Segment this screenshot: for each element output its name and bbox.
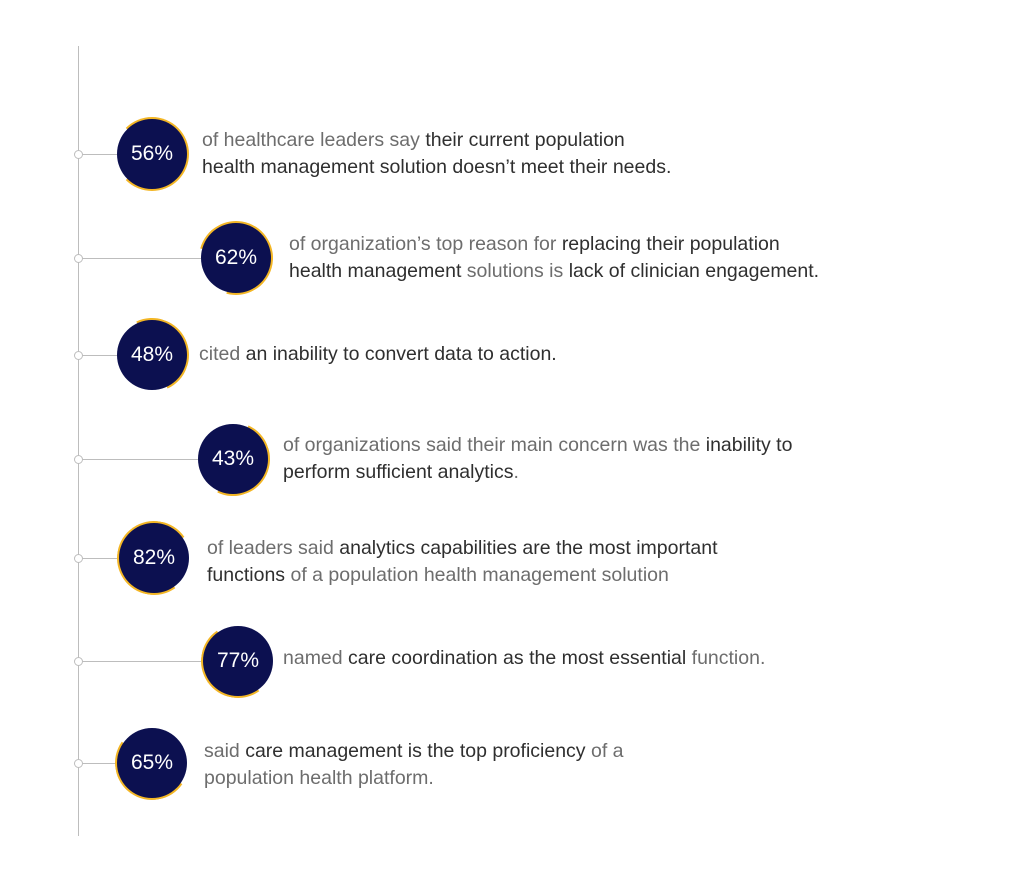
stat-description: of organization’s top reason for replaci… bbox=[289, 231, 819, 285]
stat-item: 82% of leaders said analytics capabilitie… bbox=[0, 508, 1024, 608]
stat-description-line: of organizations said their main concern… bbox=[283, 432, 792, 459]
connector-line bbox=[78, 558, 119, 559]
stat-description: of healthcare leaders say their current … bbox=[202, 127, 671, 181]
timeline-node bbox=[74, 254, 83, 263]
connector-line bbox=[78, 661, 203, 662]
stat-description-line: perform sufficient analytics. bbox=[283, 459, 792, 486]
body-text: cited bbox=[199, 343, 246, 365]
connector-line bbox=[78, 459, 198, 460]
highlighted-text: lack of clinician engagement. bbox=[568, 260, 820, 282]
connector-line bbox=[78, 154, 117, 155]
percentage-badge: 56% bbox=[117, 119, 187, 189]
stat-description: said care management is the top proficie… bbox=[204, 738, 624, 792]
stat-description: of leaders said analytics capabilities a… bbox=[207, 535, 718, 589]
stat-description-line: named care coordination as the most esse… bbox=[283, 645, 765, 672]
body-text: function. bbox=[686, 647, 766, 669]
percentage-badge: 62% bbox=[201, 223, 271, 293]
connector-line bbox=[78, 763, 117, 764]
body-text: of leaders said bbox=[207, 537, 340, 559]
stat-item: 56% of healthcare leaders say their curre… bbox=[0, 104, 1024, 204]
stat-description: named care coordination as the most esse… bbox=[283, 645, 765, 672]
body-text: population health platform. bbox=[204, 767, 434, 789]
stat-item: 65% said care management is the top profi… bbox=[0, 713, 1024, 813]
body-text: of healthcare leaders say bbox=[202, 129, 426, 151]
stat-item: 43% of organizations said their main conc… bbox=[0, 409, 1024, 509]
highlighted-text: care management is the top proficiency bbox=[245, 740, 586, 762]
timeline-node bbox=[74, 554, 83, 563]
stat-description-line: of healthcare leaders say their current … bbox=[202, 127, 671, 154]
highlighted-text: analytics capabilities are the most impo… bbox=[339, 537, 718, 559]
body-text: named bbox=[283, 647, 349, 669]
stat-description-line: cited an inability to convert data to ac… bbox=[199, 341, 557, 368]
highlighted-text: health management bbox=[289, 260, 462, 282]
percentage-badge: 65% bbox=[117, 728, 187, 798]
percentage-badge: 77% bbox=[203, 626, 273, 696]
percentage-badge: 43% bbox=[198, 424, 268, 494]
body-text: . bbox=[513, 461, 519, 483]
highlighted-text: functions bbox=[207, 564, 286, 586]
timeline-node bbox=[74, 150, 83, 159]
timeline-node bbox=[74, 657, 83, 666]
timeline-line bbox=[78, 46, 79, 836]
body-text: of a bbox=[585, 740, 624, 762]
stat-description-line: health management solutions is lack of c… bbox=[289, 258, 819, 285]
highlighted-text: care coordination as the most essential bbox=[348, 647, 687, 669]
connector-line bbox=[78, 355, 117, 356]
stat-description: cited an inability to convert data to ac… bbox=[199, 341, 557, 368]
stat-description: of organizations said their main concern… bbox=[283, 432, 792, 486]
body-text: of a population health management soluti… bbox=[285, 564, 669, 586]
stat-description-line: health management solution doesn’t meet … bbox=[202, 154, 671, 181]
highlighted-text: replacing their population bbox=[561, 233, 780, 255]
stat-description-line: functions of a population health managem… bbox=[207, 562, 718, 589]
body-text: solutions is bbox=[461, 260, 569, 282]
body-text: of organization’s top reason for bbox=[289, 233, 562, 255]
connector-line bbox=[78, 258, 201, 259]
highlighted-text: health management solution doesn’t meet … bbox=[202, 156, 672, 178]
highlighted-text: their current population bbox=[425, 129, 625, 151]
stat-item: 62% of organization’s top reason for repl… bbox=[0, 207, 1024, 309]
percentage-badge: 82% bbox=[119, 523, 189, 593]
percentage-badge: 48% bbox=[117, 320, 187, 390]
body-text: said bbox=[204, 740, 246, 762]
stat-description-line: of leaders said analytics capabilities a… bbox=[207, 535, 718, 562]
timeline-node bbox=[74, 351, 83, 360]
body-text: of organizations said their main concern… bbox=[283, 434, 706, 456]
stat-description-line: of organization’s top reason for replaci… bbox=[289, 231, 819, 258]
stat-description-line: said care management is the top proficie… bbox=[204, 738, 624, 765]
timeline-node bbox=[74, 455, 83, 464]
stat-item: 77% named care coordination as the most e… bbox=[0, 611, 1024, 711]
stat-item: 48% cited an inability to convert data to… bbox=[0, 305, 1024, 405]
highlighted-text: perform sufficient analytics bbox=[283, 461, 514, 483]
timeline-node bbox=[74, 759, 83, 768]
highlighted-text: an inability to convert data to action. bbox=[245, 343, 557, 365]
highlighted-text: inability to bbox=[705, 434, 793, 456]
stat-description-line: population health platform. bbox=[204, 765, 624, 792]
